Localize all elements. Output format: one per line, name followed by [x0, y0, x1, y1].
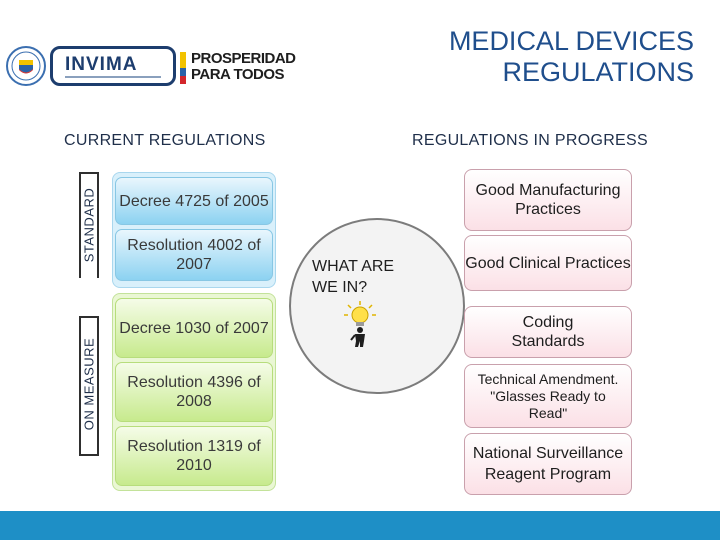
standard-label-box	[79, 172, 99, 278]
prosperidad-logo: PROSPERIDAD PARA TODOS	[180, 50, 310, 84]
colombia-seal-icon	[6, 46, 46, 86]
progress-item: Coding Standards	[464, 306, 632, 358]
measure-label: ON MEASURE	[81, 337, 97, 431]
standard-label: STANDARD	[81, 187, 97, 263]
page-title-line1: MEDICAL DEVICES	[448, 26, 694, 56]
page-title-line2: REGULATIONS	[502, 57, 694, 87]
current-regulations-heading: CURRENT REGULATIONS	[64, 132, 266, 149]
invima-logo: INVIMA	[50, 46, 176, 86]
measure-group: Decree 1030 of 2007 Resolution 4396 of 2…	[112, 293, 276, 491]
prosperidad-flag-icon	[180, 52, 186, 84]
measure-label-box	[79, 316, 99, 456]
measure-item: Resolution 1319 of 2010	[115, 426, 273, 486]
invima-logo-underline	[65, 76, 161, 78]
invima-logo-text: INVIMA	[65, 54, 138, 75]
prosperidad-line1: PROSPERIDAD	[191, 50, 296, 67]
page-title: MEDICAL DEVICES REGULATIONS	[364, 26, 694, 88]
question-circle	[289, 218, 465, 394]
standard-group: Decree 4725 of 2005 Resolution 4002 of 2…	[112, 172, 276, 288]
lightbulb-person-icon	[340, 300, 380, 348]
progress-item: Good Manufacturing Practices	[464, 169, 632, 231]
measure-item: Resolution 4396 of 2008	[115, 362, 273, 422]
measure-item: Decree 1030 of 2007	[115, 298, 273, 358]
progress-item: Technical Amendment. "Glasses Ready to R…	[464, 364, 632, 428]
standard-item: Resolution 4002 of 2007	[115, 229, 273, 281]
footer-bar	[0, 511, 720, 540]
question-text: WHAT ARE WE IN?	[312, 258, 395, 296]
progress-regulations-heading: REGULATIONS IN PROGRESS	[412, 132, 648, 149]
progress-item: National Surveillance Reagent Program	[464, 433, 632, 495]
progress-item: Good Clinical Practices	[464, 235, 632, 291]
prosperidad-line2: PARA TODOS	[191, 66, 285, 83]
standard-item: Decree 4725 of 2005	[115, 177, 273, 225]
